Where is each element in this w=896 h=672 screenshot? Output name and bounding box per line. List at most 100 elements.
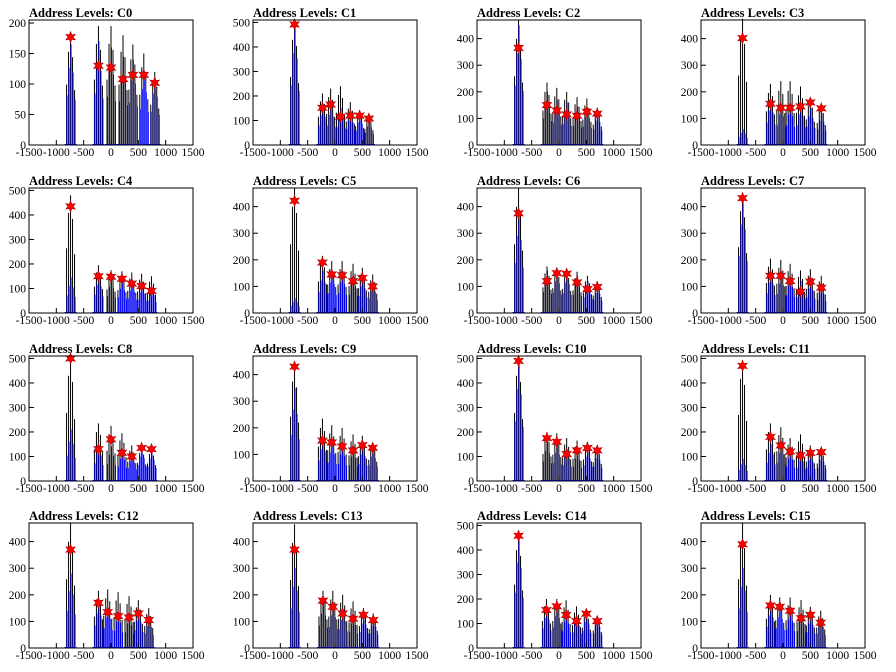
x-tick-label: -500 [73,483,94,495]
y-tick-label: 200 [457,427,475,439]
peak-star-marker [551,266,563,280]
peak-star-marker [145,442,157,456]
x-tick-label: 0 [780,315,786,327]
peak-star-marker [289,194,301,208]
peak-star-marker [326,436,338,449]
x-tick-label: -1000 [715,315,742,327]
y-tick-label: 300 [457,569,475,581]
y-tick-label: 400 [233,537,251,549]
peak-star-marker [117,72,129,86]
y-tick-label: 400 [457,378,475,390]
plot-frame [700,522,866,649]
chart-panel-2: 0 100 200 300 400 -1500 -1000 -500 0 500 1000 1500 A… [457,6,653,159]
peak-star-marker [367,613,379,627]
peak-star-marker [804,446,816,460]
chart-title: Address Levels: C0 [29,6,132,20]
y-tick-label: 200 [9,427,27,439]
y-tick-label: 200 [681,87,699,99]
x-tick-label: -1000 [43,315,70,327]
x-tick-label: 500 [578,147,596,159]
x-tick-label: -1500 [240,147,267,159]
x-tick-label: 500 [354,650,372,662]
y-tick-label: 0 [468,308,474,320]
x-tick-label: 1000 [826,650,849,662]
y-tick-label: 0 [20,140,26,152]
x-tick-label: -500 [745,650,766,662]
x-tick-label: 500 [354,147,372,159]
x-tick-label: 1500 [406,147,429,159]
peak-star-marker [513,529,525,543]
chart-title: Address Levels: C9 [253,342,356,356]
x-tick-label: 1500 [630,650,653,662]
x-tick-label: 1500 [406,315,429,327]
x-tick-label: -1500 [464,483,491,495]
chart-panel-14: 0 100 200 300 400 500 -1500 -1000 -500 0 500 1000 15… [457,509,653,662]
y-tick-label: 200 [9,18,27,30]
peak-star-marker [347,612,359,626]
x-tick-label: 1000 [154,315,177,327]
peak-star-marker [541,274,553,288]
x-tick-label: -1500 [240,650,267,662]
peak-star-marker [540,603,552,617]
peak-star-marker [591,107,603,120]
chart-title: Address Levels: C3 [701,6,804,20]
peak-star-marker [317,594,329,607]
x-tick-label: -1000 [267,147,294,159]
peak-star-marker [513,206,525,220]
y-tick-label: 200 [9,259,27,271]
x-tick-label: -500 [297,650,318,662]
y-tick-label: 300 [681,563,699,575]
peak-star-marker [815,616,827,630]
y-tick-label: 0 [692,308,698,320]
plot-frame [252,187,418,314]
y-tick-label: 0 [244,643,250,655]
y-tick-label: 400 [681,202,699,214]
peak-star-marker [126,450,138,463]
peak-star-marker [804,608,816,622]
y-tick-label: 400 [457,545,475,557]
peak-star-marker [561,447,573,461]
y-tick-label: 300 [233,563,251,575]
chart-panel-13: 0 100 200 300 400 -1500 -1000 -500 0 500 1000 1500 A… [233,509,429,662]
y-tick-label: 100 [457,618,475,630]
y-tick-label: 400 [233,370,251,382]
chart-title: Address Levels: C8 [29,342,132,356]
x-tick-label: 1000 [826,483,849,495]
peak-star-marker [764,97,776,111]
peak-star-marker [804,275,816,288]
y-tick-label: 400 [9,537,27,549]
peak-star-marker [327,600,339,614]
chart-panel-11: 0 100 200 300 400 500 -1500 -1000 -500 0 500 1000 15… [681,342,877,495]
x-tick-label: -500 [521,650,542,662]
x-tick-label: 500 [130,483,148,495]
y-tick-label: 200 [457,87,475,99]
x-tick-label: -1000 [715,147,742,159]
peak-star-marker [334,110,346,124]
y-tick-label: 200 [457,255,475,267]
y-tick-label: 100 [233,616,251,628]
peak-star-marker [795,100,806,113]
x-tick-label: 500 [130,650,148,662]
x-tick-label: 1500 [630,315,653,327]
peak-star-marker [336,268,348,282]
peak-star-marker [65,30,77,44]
peak-star-marker [347,274,359,288]
peak-star-marker [541,431,553,445]
peak-star-marker [551,104,563,117]
y-tick-label: 100 [233,115,251,127]
x-tick-label: -500 [521,147,542,159]
y-tick-label: 50 [15,110,27,122]
x-tick-label: -500 [297,147,318,159]
x-tick-label: -1000 [267,650,294,662]
peak-star-marker [815,101,827,115]
peak-star-marker [136,279,148,293]
peak-star-marker [357,608,369,622]
chart-panel-7: 0 100 200 300 400 -1500 -1000 -500 0 500 1000 1500 A… [681,174,877,327]
chart-panel-12: 0 100 200 300 400 -1500 -1000 -500 0 500 1000 1500 A… [9,509,205,662]
x-tick-label: 0 [780,147,786,159]
chart-panel-4: 0 100 200 300 400 500 -1500 -1000 -500 0 500 1000 15… [9,174,205,327]
x-tick-label: 1500 [182,315,205,327]
y-tick-label: 300 [457,228,475,240]
x-tick-label: 0 [556,147,562,159]
